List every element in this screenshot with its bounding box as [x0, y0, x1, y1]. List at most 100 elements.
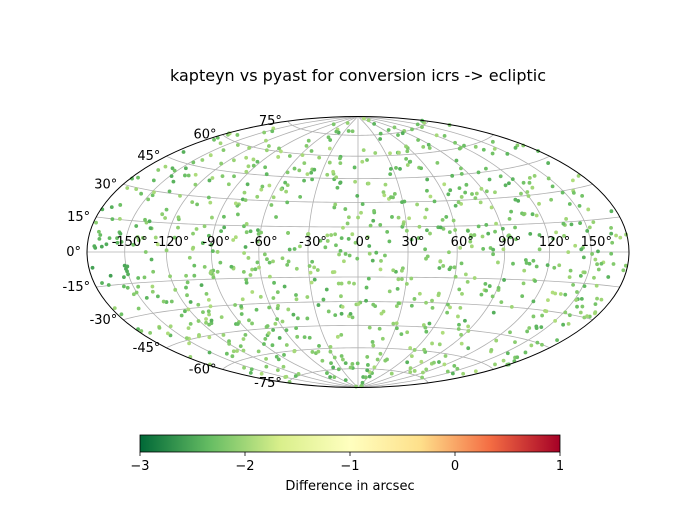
- data-point: [399, 332, 404, 337]
- data-point: [527, 261, 532, 266]
- data-point: [419, 359, 424, 364]
- data-point: [621, 268, 626, 273]
- data-point: [221, 333, 226, 337]
- data-point: [394, 165, 398, 170]
- data-point: [343, 361, 348, 366]
- data-point: [117, 216, 122, 221]
- data-point: [432, 199, 437, 204]
- data-point: [394, 304, 399, 309]
- data-point: [523, 258, 528, 262]
- data-point: [325, 371, 329, 375]
- data-point: [372, 208, 376, 213]
- data-point: [364, 298, 368, 303]
- data-point: [380, 336, 385, 341]
- data-point: [561, 322, 566, 327]
- data-point: [212, 137, 216, 142]
- data-point: [502, 278, 506, 282]
- data-point: [325, 233, 330, 238]
- data-point: [381, 309, 386, 314]
- data-point: [479, 186, 484, 191]
- data-point: [513, 145, 518, 150]
- data-point: [505, 351, 510, 356]
- data-point: [148, 331, 153, 335]
- data-point: [361, 148, 366, 153]
- data-point: [136, 284, 141, 289]
- data-point: [430, 298, 434, 303]
- data-point: [188, 300, 193, 304]
- data-point: [204, 291, 209, 296]
- data-point: [457, 146, 462, 151]
- data-point: [244, 280, 249, 285]
- data-point: [315, 268, 320, 272]
- data-point: [422, 347, 427, 352]
- data-point: [244, 230, 249, 235]
- data-point: [550, 184, 555, 189]
- data-point: [599, 297, 604, 302]
- data-point: [139, 191, 144, 196]
- data-point: [200, 241, 205, 245]
- data-point: [554, 230, 558, 235]
- data-point: [424, 207, 429, 212]
- data-point: [97, 229, 101, 234]
- data-point: [507, 181, 511, 186]
- data-point: [365, 158, 369, 162]
- data-point: [308, 270, 313, 275]
- data-point: [606, 275, 611, 279]
- data-point: [515, 355, 520, 360]
- data-point: [466, 346, 471, 351]
- data-point: [271, 195, 276, 200]
- data-point: [481, 147, 486, 152]
- data-point: [224, 351, 229, 356]
- data-point: [331, 365, 336, 370]
- data-point: [346, 237, 351, 241]
- data-point: [197, 334, 201, 339]
- data-point: [508, 235, 513, 240]
- data-point: [186, 326, 191, 331]
- data-point: [494, 338, 499, 343]
- data-point: [168, 333, 173, 338]
- data-point: [274, 354, 279, 359]
- data-point: [473, 144, 478, 149]
- data-point: [246, 164, 251, 169]
- data-point: [472, 276, 477, 280]
- data-point: [388, 166, 393, 171]
- data-point: [430, 341, 434, 346]
- data-point: [134, 290, 139, 295]
- data-point: [202, 264, 207, 269]
- data-point: [468, 239, 473, 244]
- data-point: [367, 374, 372, 379]
- data-point: [568, 268, 573, 273]
- longitude-tick-label: -30°: [299, 235, 327, 250]
- data-point: [534, 213, 539, 218]
- data-point: [169, 299, 174, 304]
- data-point: [285, 262, 290, 267]
- data-point: [505, 151, 510, 156]
- colorbar-tick-label: 0: [451, 459, 459, 474]
- data-point: [553, 291, 558, 296]
- data-point: [570, 178, 575, 183]
- data-point: [450, 371, 455, 376]
- data-point: [426, 142, 431, 147]
- data-point: [309, 170, 314, 175]
- data-point: [469, 233, 473, 238]
- data-point: [173, 287, 178, 292]
- data-point: [476, 170, 481, 175]
- data-point: [530, 185, 535, 190]
- data-point: [232, 174, 236, 179]
- latitude-tick-label: -45°: [133, 341, 161, 356]
- data-point: [343, 207, 348, 211]
- data-point: [563, 292, 568, 297]
- data-point: [428, 194, 433, 199]
- data-point: [275, 290, 280, 295]
- data-point: [337, 252, 341, 257]
- data-point: [511, 261, 515, 266]
- data-point: [409, 237, 414, 242]
- data-point: [325, 172, 330, 177]
- data-point: [496, 260, 500, 265]
- data-point: [366, 276, 371, 281]
- data-point: [407, 216, 412, 221]
- data-point: [509, 305, 514, 309]
- data-point: [378, 267, 383, 272]
- data-point: [503, 183, 508, 188]
- data-point: [222, 225, 227, 230]
